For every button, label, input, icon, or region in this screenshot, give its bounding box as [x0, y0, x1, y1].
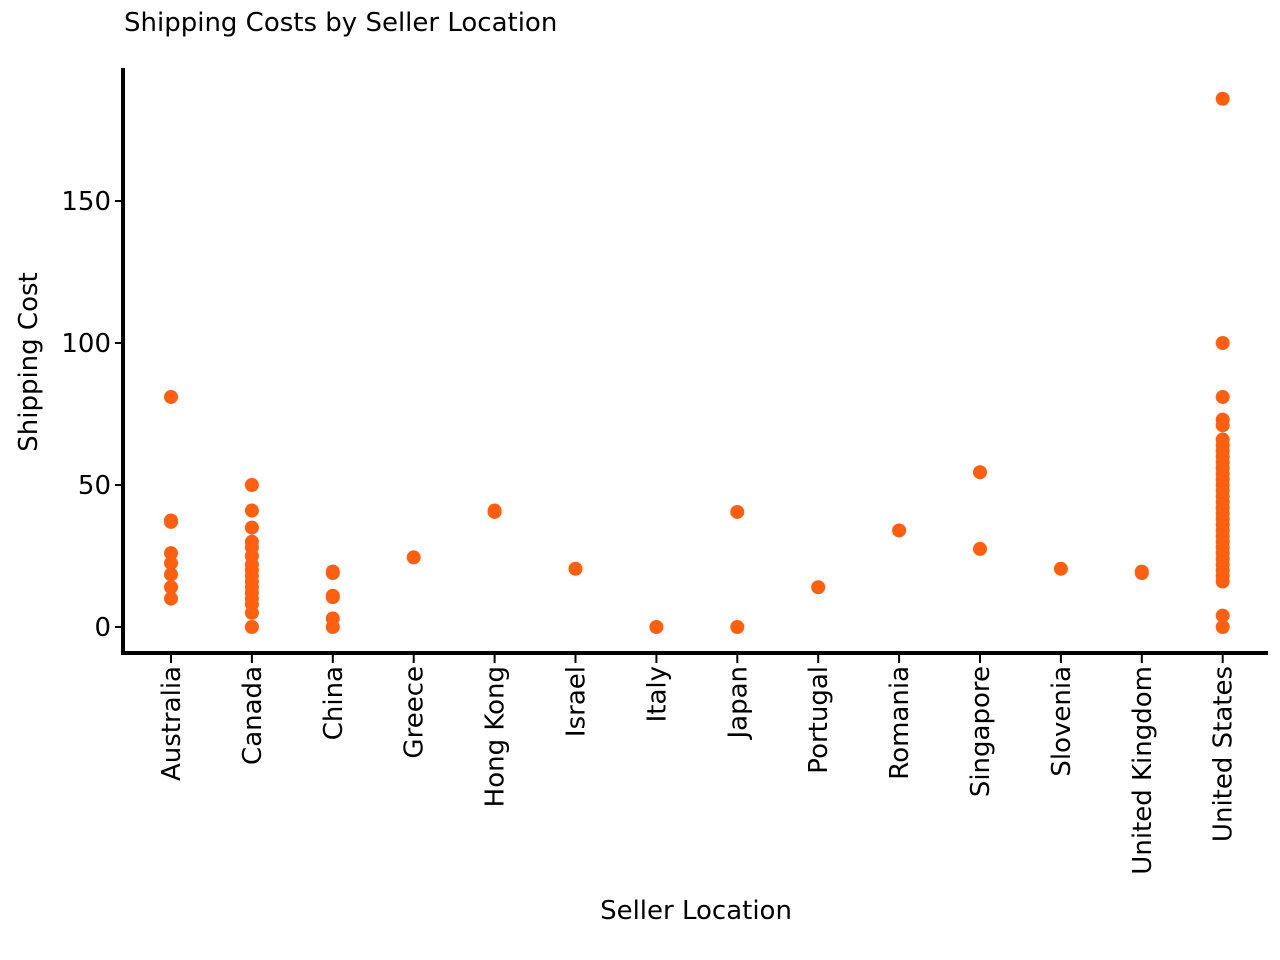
data-point — [811, 580, 826, 595]
data-point — [244, 520, 259, 535]
x-tick-label: China — [319, 666, 349, 740]
x-tick-label: Singapore — [966, 666, 996, 797]
x-tick-label: United States — [1209, 666, 1239, 842]
data-point — [892, 523, 907, 538]
x-tick-label: Greece — [400, 666, 430, 759]
data-point — [1215, 608, 1230, 623]
data-point — [164, 580, 178, 595]
x-axis-title: Seller Location — [600, 896, 792, 926]
data-point — [1134, 566, 1149, 581]
y-axis-title: Shipping Cost — [14, 272, 44, 452]
x-tick-label: Japan — [723, 666, 753, 741]
data-point — [1053, 561, 1068, 576]
x-tick-label: United Kingdom — [1128, 666, 1158, 875]
x-tick-label: Israel — [562, 666, 592, 737]
data-point — [973, 541, 987, 556]
data-point — [164, 514, 178, 529]
data-point — [164, 591, 178, 606]
data-point — [487, 503, 502, 518]
data-point — [244, 478, 259, 492]
data-point — [325, 566, 340, 581]
data-point — [568, 561, 583, 576]
data-point — [244, 605, 259, 620]
data-point — [730, 504, 745, 519]
x-tick-label: Italy — [642, 666, 672, 722]
data-point — [649, 620, 664, 634]
data-point — [730, 620, 745, 634]
data-point — [1215, 389, 1230, 404]
x-tick-label: Slovenia — [1047, 666, 1077, 777]
data-point — [1215, 336, 1230, 350]
y-tick-label: 50 — [78, 471, 111, 501]
data-point — [1215, 91, 1230, 106]
data-point — [406, 550, 421, 565]
data-point — [1215, 620, 1230, 634]
x-tick-label: Portugal — [804, 666, 834, 774]
y-tick-label: 0 — [94, 613, 111, 643]
y-tick-label: 150 — [61, 187, 111, 217]
data-point — [1215, 574, 1230, 589]
data-point — [973, 465, 987, 480]
data-point — [325, 590, 340, 605]
data-point — [164, 567, 178, 582]
data-point — [325, 620, 340, 634]
data-point — [164, 556, 178, 571]
data-point — [164, 546, 178, 561]
chart-title: Shipping Costs by Seller Location — [124, 8, 558, 38]
x-tick-label: Canada — [238, 666, 268, 765]
y-tick-label: 100 — [61, 329, 111, 359]
data-point — [244, 503, 259, 518]
x-tick-label: Romania — [885, 666, 915, 780]
data-point — [244, 620, 259, 634]
x-tick-label: Hong Kong — [481, 666, 511, 807]
data-point — [164, 389, 178, 404]
x-tick-label: Australia — [157, 666, 187, 781]
data-point — [1215, 418, 1230, 433]
